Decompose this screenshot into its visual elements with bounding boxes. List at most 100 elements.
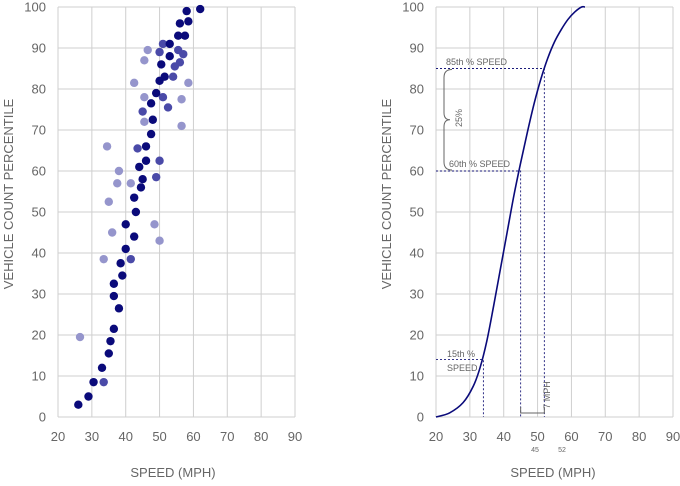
- p60-label: 60th % SPEED: [449, 159, 511, 169]
- line-y-tick-70: 70: [410, 123, 424, 138]
- scatter-point-medium-1: [126, 254, 135, 264]
- scatter-point-light-3: [107, 228, 117, 237]
- scatter-x-tick-60: 60: [186, 429, 200, 444]
- scatter-y-tick-100: 100: [24, 0, 46, 15]
- scatter-point-medium-2: [133, 144, 142, 153]
- line-x-tick-80: 80: [632, 429, 646, 444]
- scatter-point-medium-8: [155, 47, 164, 57]
- scatter-y-tick-70: 70: [32, 123, 46, 138]
- scatter-point-dark-21: [141, 142, 151, 151]
- scatter-point-light-16: [177, 121, 186, 131]
- line-y-tick-50: 50: [410, 205, 424, 220]
- scatter-point-dark-13: [121, 220, 130, 229]
- p85-label: 85th % SPEED: [446, 57, 508, 67]
- scatter-y-tick-50: 50: [32, 205, 46, 220]
- scatter-point-light-1: [99, 254, 108, 264]
- line-x-axis-label: SPEED (MPH): [510, 465, 595, 480]
- line-y-ticks: 0 10 20 30 40 50 60 70 80 90 100: [402, 0, 424, 425]
- scatter-point-dark-20: [141, 156, 151, 165]
- scatter-point-dark-30: [165, 39, 174, 49]
- scatter-point-dark-25: [151, 88, 161, 98]
- scatter-y-tick-30: 30: [32, 287, 46, 302]
- scatter-point-dark-8: [109, 279, 119, 288]
- scatter-point-dark-28: [157, 60, 166, 69]
- scatter-y-tick-0: 0: [39, 410, 46, 425]
- scatter-point-light-6: [114, 166, 124, 176]
- scatter-x-tick-90: 90: [288, 429, 302, 444]
- scatter-point-dark-1: [84, 392, 93, 401]
- scatter-x-tick-80: 80: [254, 429, 268, 444]
- scatter-y-tick-40: 40: [32, 246, 46, 261]
- scatter-y-tick-60: 60: [32, 164, 46, 179]
- scatter-x-ticks: 20 30 40 50 60 70 80 90: [51, 429, 302, 444]
- scatter-point-dark-10: [118, 271, 127, 280]
- p15-label-line2: SPEED: [447, 363, 478, 373]
- scatter-point-dark-29: [165, 52, 174, 61]
- marker-45: 45: [531, 447, 539, 454]
- band-25-label: 25%: [454, 109, 464, 127]
- scatter-point-light-11: [140, 56, 149, 65]
- scatter-x-tick-30: 30: [85, 429, 99, 444]
- scatter-points: [74, 4, 205, 409]
- line-y-tick-100: 100: [402, 0, 424, 15]
- line-y-tick-30: 30: [410, 287, 424, 302]
- scatter-point-medium-4: [151, 172, 161, 182]
- line-x-tick-20: 20: [429, 429, 443, 444]
- scatter-y-tick-90: 90: [32, 41, 46, 56]
- mph-gap-bracket: [520, 407, 545, 414]
- line-y-tick-90: 90: [410, 41, 424, 56]
- line-y-tick-80: 80: [410, 82, 424, 97]
- scatter-point-light-13: [150, 220, 159, 229]
- scatter-x-tick-70: 70: [220, 429, 234, 444]
- scatter-point-medium-6: [158, 93, 168, 102]
- line-x-tick-90: 90: [666, 429, 680, 444]
- line-grid: [435, 6, 674, 418]
- scatter-point-medium-12: [179, 49, 188, 59]
- scatter-point-dark-11: [116, 259, 125, 268]
- p15-label-line1: 15th %: [447, 349, 475, 359]
- p60-guide: [436, 170, 522, 417]
- scatter-point-dark-15: [131, 207, 141, 217]
- line-x-tick-40: 40: [496, 429, 510, 444]
- scatter-point-dark-32: [180, 31, 190, 40]
- scatter-point-dark-24: [146, 99, 156, 108]
- scatter-point-dark-31: [173, 31, 183, 40]
- scatter-point-light-9: [140, 117, 149, 127]
- scatter-point-dark-3: [97, 363, 107, 372]
- scatter-point-dark-5: [106, 336, 115, 346]
- marker-52: 52: [558, 447, 566, 454]
- scatter-x-axis-label: SPEED (MPH): [130, 465, 215, 480]
- scatter-point-medium-5: [155, 156, 164, 165]
- line-y-tick-60: 60: [410, 164, 424, 179]
- scatter-point-dark-18: [138, 175, 147, 184]
- scatter-point-dark-33: [175, 19, 185, 28]
- scatter-point-dark-12: [121, 244, 130, 254]
- scatter-y-tick-20: 20: [32, 328, 46, 343]
- scatter-point-dark-34: [184, 17, 193, 26]
- mph-gap-label: 7 MPH: [542, 381, 552, 409]
- line-x-tick-30: 30: [463, 429, 477, 444]
- band-25-bracket: [443, 69, 453, 171]
- scatter-point-light-2: [104, 197, 113, 206]
- scatter-y-tick-10: 10: [32, 369, 46, 384]
- scatter-y-ticks: 0 10 20 30 40 50 60 70 80 90 100: [24, 0, 46, 425]
- scatter-x-tick-20: 20: [51, 429, 65, 444]
- scatter-y-axis-label: VEHICLE COUNT PERCENTILE: [1, 98, 16, 289]
- line-x-tick-70: 70: [598, 429, 612, 444]
- line-y-tick-40: 40: [410, 246, 424, 261]
- scatter-point-medium-14: [168, 72, 178, 81]
- scatter-point-dark-19: [135, 162, 144, 172]
- line-x-tick-60: 60: [564, 429, 578, 444]
- scatter-point-dark-9: [114, 304, 124, 313]
- scatter-point-medium-3: [138, 107, 147, 116]
- scatter-x-tick-50: 50: [152, 429, 166, 444]
- scatter-y-tick-80: 80: [32, 82, 46, 97]
- scatter-point-dark-0: [74, 400, 83, 409]
- scatter-point-dark-36: [196, 4, 205, 14]
- scatter-point-light-15: [177, 95, 186, 104]
- scatter-point-light-7: [126, 179, 135, 188]
- line-x-tick-50: 50: [530, 429, 544, 444]
- scatter-point-dark-2: [89, 377, 98, 387]
